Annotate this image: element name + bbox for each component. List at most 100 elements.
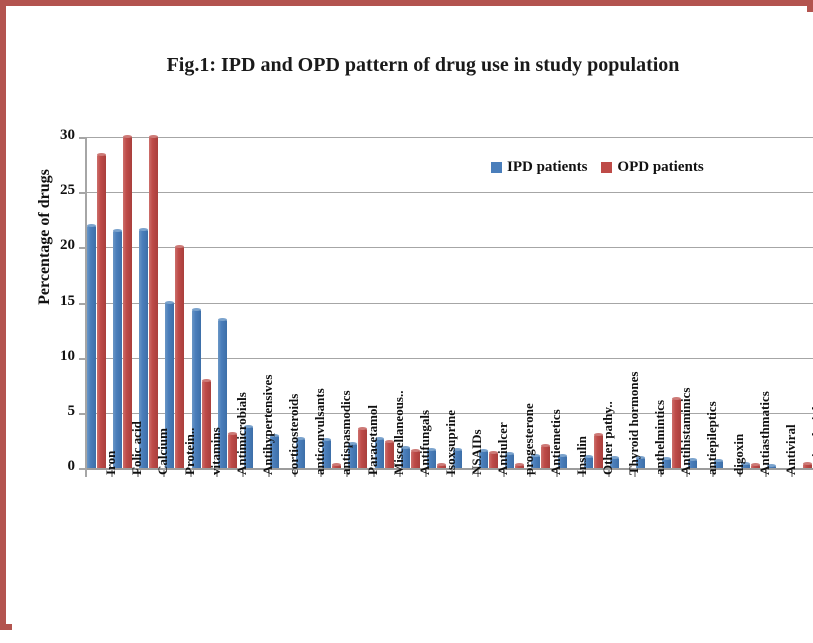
bar-opd[interactable] <box>750 462 760 468</box>
bar-opd[interactable] <box>201 378 211 468</box>
x-axis-tick <box>686 468 689 477</box>
bar-cap <box>322 438 332 442</box>
legend-item-ipd: IPD patients <box>491 159 587 176</box>
bar-group <box>503 137 529 468</box>
bar-ipd[interactable] <box>87 224 96 468</box>
y-axis-tick-label: 5 <box>67 402 76 419</box>
x-axis-tick-label: anticonvulsants <box>312 388 328 475</box>
bar-opd[interactable] <box>672 396 682 468</box>
bar-opd[interactable] <box>227 431 237 468</box>
bar-group <box>85 137 111 468</box>
x-axis-tick <box>790 468 793 477</box>
bar-ipd[interactable] <box>191 308 201 468</box>
bar-cap <box>489 450 499 454</box>
legend-label-ipd: IPD patients <box>507 159 588 175</box>
bar-opd[interactable] <box>593 432 603 468</box>
bar-opd[interactable] <box>332 462 342 468</box>
bar-opd[interactable] <box>515 462 525 468</box>
bar-cap <box>227 431 237 435</box>
bar-ipd[interactable] <box>217 318 227 468</box>
bar-cap <box>766 463 776 467</box>
bar-ipd[interactable] <box>583 454 593 468</box>
bar-ipd[interactable] <box>165 300 175 468</box>
bar-ipd[interactable] <box>113 228 123 468</box>
bar-ipd[interactable] <box>322 438 332 468</box>
y-axis-tick <box>79 357 85 360</box>
bar-group <box>320 137 346 468</box>
x-axis-tick-label: digoxin <box>730 433 746 475</box>
bar-opd[interactable] <box>802 461 812 468</box>
x-axis-tick <box>372 468 375 477</box>
bar-ipd[interactable] <box>609 456 619 468</box>
bar-opd[interactable] <box>384 439 394 468</box>
bar-opd[interactable] <box>410 449 420 468</box>
bar-cap <box>609 456 619 460</box>
bar-cap <box>636 456 645 460</box>
x-axis-tick <box>424 468 427 477</box>
bar-ipd[interactable] <box>479 449 489 468</box>
x-axis-tick <box>738 468 741 477</box>
bar-group <box>373 137 399 468</box>
bar-ipd[interactable] <box>296 437 306 468</box>
bar-cap <box>149 135 159 138</box>
bar-ipd[interactable] <box>688 458 698 468</box>
x-axis-ticks <box>85 468 813 477</box>
bar-ipd[interactable] <box>139 227 149 468</box>
bar-ipd[interactable] <box>557 453 567 468</box>
bar-group <box>712 137 738 468</box>
bar-opd[interactable] <box>123 135 133 468</box>
bar-ipd[interactable] <box>400 446 410 468</box>
bar-opd[interactable] <box>149 135 159 468</box>
bar-cap <box>672 396 682 400</box>
bar-cap <box>410 449 420 453</box>
bar-cap <box>688 458 698 462</box>
bar-group <box>425 137 451 468</box>
bar-ipd[interactable] <box>453 448 462 468</box>
bar-ipd[interactable] <box>714 459 724 468</box>
y-axis-tick <box>79 412 85 415</box>
bar-cap <box>802 461 812 465</box>
x-axis-tick-label: vitamins <box>207 427 223 475</box>
x-axis-tick-label: Insulin <box>573 435 589 475</box>
bar-opd[interactable] <box>97 152 106 468</box>
bar-cap <box>505 451 515 455</box>
y-axis-tick <box>79 192 85 195</box>
x-axis-tick-label: Miscellaneous.. <box>390 390 406 476</box>
bar-ipd[interactable] <box>766 463 776 468</box>
bar-ipd[interactable] <box>740 461 750 468</box>
bar-ipd[interactable] <box>348 441 358 468</box>
x-axis-tick <box>111 468 114 477</box>
x-axis-tick-label: Other pathy.. <box>599 401 615 475</box>
bar-opd[interactable] <box>541 443 551 468</box>
bar-opd[interactable] <box>436 462 446 468</box>
bar-opd[interactable] <box>175 245 185 468</box>
y-axis-tick-label: 20 <box>60 237 75 254</box>
bar-ipd[interactable] <box>636 456 645 468</box>
bar-group <box>556 137 582 468</box>
x-axis-tick-label: Thyroid hormones <box>625 371 641 475</box>
gridline <box>85 412 813 414</box>
x-axis-tick-label: antiepileptics <box>704 401 720 475</box>
bar-opd[interactable] <box>358 427 368 468</box>
axis-baseline <box>85 468 813 470</box>
bar-ipd[interactable] <box>531 453 541 468</box>
x-axis-tick-label: antispasmodics <box>338 390 354 475</box>
bar-cap <box>191 308 201 312</box>
bar-opd[interactable] <box>489 450 499 468</box>
bar-ipd[interactable] <box>426 448 436 468</box>
bar-cap <box>750 462 760 466</box>
bar-ipd[interactable] <box>243 425 253 468</box>
y-axis-tick-label: 0 <box>67 458 76 474</box>
bar-ipd[interactable] <box>662 457 672 468</box>
bar-ipd[interactable] <box>270 434 279 468</box>
bar-cap <box>531 453 541 457</box>
gridline <box>85 192 813 194</box>
bar-cap <box>270 434 279 438</box>
bar-ipd[interactable] <box>505 451 515 468</box>
legend-label-opd: OPD patients <box>617 159 704 175</box>
bar-ipd[interactable] <box>374 437 384 468</box>
bar-cap <box>217 318 227 322</box>
x-axis-tick-label: NSAIDs <box>469 429 485 475</box>
x-axis-tick <box>634 468 636 477</box>
y-axis-tick <box>79 137 85 139</box>
